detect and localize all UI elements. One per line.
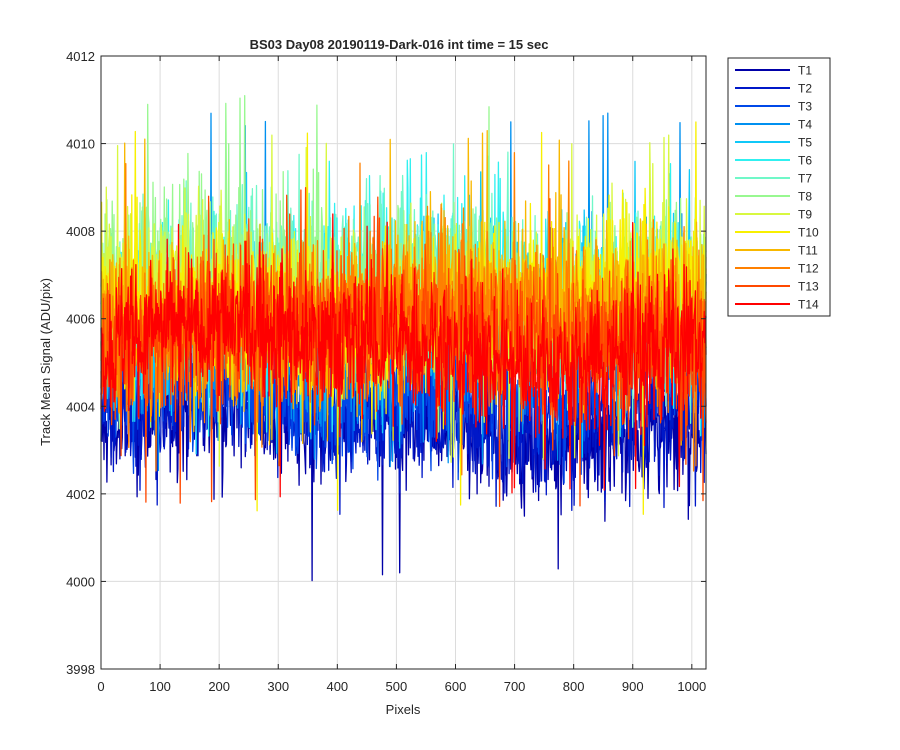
- legend-label-t7: T7: [798, 172, 812, 186]
- x-tick-label: 700: [504, 679, 526, 694]
- x-tick-label: 1000: [677, 679, 706, 694]
- x-tick-label: 200: [208, 679, 230, 694]
- series-line-t14: [100, 213, 707, 498]
- x-tick-label: 0: [97, 679, 104, 694]
- legend-label-t8: T8: [798, 190, 812, 204]
- x-tick-label: 100: [149, 679, 171, 694]
- legend-label-t10: T10: [798, 226, 819, 240]
- y-tick-label: 4006: [66, 312, 95, 327]
- legend-label-t3: T3: [798, 100, 812, 114]
- y-tick-label: 4000: [66, 574, 95, 589]
- x-tick-label: 800: [563, 679, 585, 694]
- y-axis-label: Track Mean Signal (ADU/pix): [38, 278, 53, 446]
- legend-box: [727, 57, 831, 317]
- x-tick-label: 400: [326, 679, 348, 694]
- legend-label-t12: T12: [798, 262, 819, 276]
- x-tick-label: 500: [386, 679, 408, 694]
- series-layer: [100, 95, 707, 582]
- y-axis: 3998 4000 4002 4004 4006 4008 4010 4012: [66, 49, 706, 677]
- y-tick-label: 4002: [66, 487, 95, 502]
- y-tick-label: 3998: [66, 662, 95, 677]
- y-tick-label: 4012: [66, 49, 95, 64]
- legend: T1 T2 T3 T4 T5 T6 T7 T8 T9 T10 T11 T12 T13 T14: [727, 57, 831, 317]
- legend-label-t2: T2: [798, 82, 812, 96]
- legend-label-t4: T4: [798, 118, 812, 132]
- y-tick-label: 4004: [66, 399, 95, 414]
- legend-label-t9: T9: [798, 208, 812, 222]
- axes-box: [100, 55, 707, 670]
- x-axis: 0 100 200 300 400 500 600 700 800 900 1000: [97, 56, 706, 694]
- x-tick-label: 600: [445, 679, 467, 694]
- x-axis-label: Pixels: [386, 702, 421, 717]
- legend-label-t14: T14: [798, 298, 819, 312]
- legend-label-t5: T5: [798, 136, 812, 150]
- legend-label-t1: T1: [798, 64, 812, 78]
- legend-label-t6: T6: [798, 154, 812, 168]
- y-tick-label: 4010: [66, 137, 95, 152]
- legend-label-t13: T13: [798, 280, 819, 294]
- x-tick-label: 300: [267, 679, 289, 694]
- chart-title: BS03 Day08 20190119-Dark-016 int time = …: [250, 37, 549, 52]
- x-tick-label: 900: [622, 679, 644, 694]
- y-tick-label: 4008: [66, 224, 95, 239]
- legend-label-t11: T11: [798, 244, 818, 258]
